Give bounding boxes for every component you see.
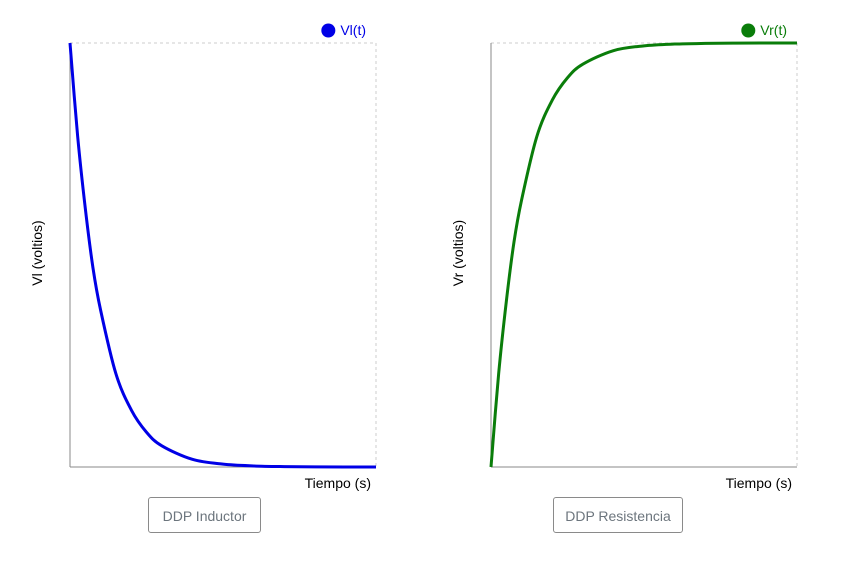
legend-label: Vl(t) bbox=[340, 22, 366, 38]
y-axis-label: Vr (voltios) bbox=[450, 220, 466, 286]
legend-marker bbox=[741, 23, 756, 38]
series-line-Vl(t) bbox=[68, 42, 377, 469]
x-axis-label: Tiempo (s) bbox=[305, 475, 371, 491]
legend-marker bbox=[321, 23, 336, 38]
ddp-inductor-button[interactable]: DDP Inductor bbox=[148, 497, 261, 533]
x-axis-label: Tiempo (s) bbox=[726, 475, 792, 491]
ddp-resistencia-button[interactable]: DDP Resistencia bbox=[553, 497, 683, 533]
legend-label: Vr(t) bbox=[760, 22, 787, 38]
series-line-Vr(t) bbox=[489, 41, 798, 468]
y-axis-label: Vl (voltios) bbox=[29, 220, 45, 285]
